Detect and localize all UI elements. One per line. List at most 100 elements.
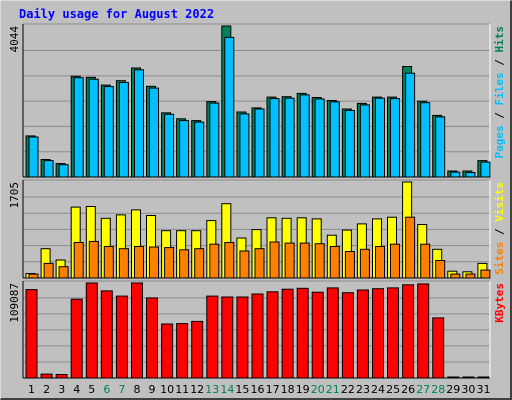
kbytes-bar-day-30 xyxy=(462,376,475,379)
sites-bar-day-17 xyxy=(269,241,280,279)
middle-legend: Sites / Visits xyxy=(493,182,506,275)
kbytes-bar-day-20 xyxy=(311,291,324,379)
kbytes-bar-day-12 xyxy=(191,320,204,379)
kbytes-bar-day-29 xyxy=(447,376,460,379)
files-bar-day-3 xyxy=(58,164,69,178)
files-bar-day-15 xyxy=(239,113,250,178)
kbytes-bar-day-25 xyxy=(387,287,399,379)
legend-text: Hits xyxy=(493,26,506,53)
legend-text: / xyxy=(493,106,506,126)
bottom-legend: KBytes xyxy=(493,283,506,323)
x-label-day-15: 15 xyxy=(235,383,249,396)
files-bar-day-13 xyxy=(209,102,220,178)
kbytes-bar-day-17 xyxy=(266,291,279,379)
files-bar-day-30 xyxy=(465,172,476,178)
sites-bar-day-26 xyxy=(405,216,416,279)
kbytes-bar-day-8 xyxy=(131,282,143,379)
kbytes-bar-day-15 xyxy=(236,296,249,379)
x-label-day-19: 19 xyxy=(296,383,310,396)
files-bar-day-9 xyxy=(149,87,159,178)
legend-text: Files xyxy=(493,72,506,105)
middle-max-label: 1705 xyxy=(8,182,21,209)
kbytes-bar-day-10 xyxy=(161,323,174,379)
x-label-day-27: 27 xyxy=(416,383,430,396)
files-bar-day-14 xyxy=(224,36,235,178)
files-bar-day-11 xyxy=(179,120,190,178)
kbytes-bar-day-3 xyxy=(55,374,68,379)
sites-bar-day-5 xyxy=(88,240,99,279)
x-label-day-7: 7 xyxy=(118,383,125,396)
files-bar-day-28 xyxy=(435,116,446,178)
kbytes-bar-day-26 xyxy=(402,284,415,379)
sites-bar-day-27 xyxy=(420,243,431,279)
sites-bar-day-29 xyxy=(450,273,461,279)
files-bar-day-6 xyxy=(103,86,114,178)
kbytes-bar-day-31 xyxy=(477,376,490,379)
kbytes-bar-day-16 xyxy=(251,293,264,379)
legend-text: / xyxy=(493,222,506,242)
kbytes-bar-day-19 xyxy=(296,287,309,379)
x-label-day-14: 14 xyxy=(220,383,234,396)
chart-title: Daily usage for August 2022 xyxy=(19,7,215,21)
kbytes-bar-day-9 xyxy=(146,297,158,379)
files-bar-day-1 xyxy=(28,136,39,178)
middle-panel: 1705 Sites / Visits xyxy=(8,179,506,279)
sites-bar-day-28 xyxy=(435,260,446,279)
x-label-day-29: 29 xyxy=(446,383,460,396)
legend-text: Pages xyxy=(493,125,506,158)
x-label-day-22: 22 xyxy=(341,383,355,396)
legend-text: Sites xyxy=(493,242,506,275)
sites-bar-day-1 xyxy=(28,273,39,279)
kbytes-bar-day-22 xyxy=(341,292,354,379)
sites-bar-day-8 xyxy=(134,246,144,279)
files-bar-day-4 xyxy=(73,77,84,178)
sites-bar-day-11 xyxy=(179,249,190,279)
sites-bar-day-13 xyxy=(209,243,220,279)
sites-bar-day-24 xyxy=(375,246,385,279)
x-label-day-13: 13 xyxy=(205,383,219,396)
files-bar-day-23 xyxy=(359,104,370,178)
bottom-max-label: 109087 xyxy=(8,283,21,323)
sites-bar-day-19 xyxy=(299,242,310,279)
files-bar-day-26 xyxy=(405,72,416,178)
files-bar-day-20 xyxy=(314,98,325,178)
sites-bar-day-21 xyxy=(329,246,340,279)
kbytes-bar-day-24 xyxy=(372,288,384,379)
x-label-day-17: 17 xyxy=(266,383,280,396)
files-bar-day-18 xyxy=(284,97,295,178)
files-bar-day-22 xyxy=(344,110,355,178)
x-axis-labels: 1 2 3 4 5 6 7 8 9 10 11 12 13 14 15 16 17 18 19 20 21 22 23 24 2… xyxy=(28,383,491,396)
sites-bar-day-6 xyxy=(103,246,114,279)
top-panel: 4044 Pages / Files / Hits xyxy=(8,23,506,178)
legend-text: KBytes xyxy=(493,283,506,323)
files-bar-day-17 xyxy=(269,98,280,178)
files-bar-day-29 xyxy=(450,171,461,178)
files-bar-day-12 xyxy=(194,121,205,178)
sites-bar-day-15 xyxy=(239,250,250,279)
kbytes-bar-day-4 xyxy=(70,298,83,379)
kbytes-bar-day-23 xyxy=(356,289,369,379)
sites-bar-day-4 xyxy=(73,242,84,279)
legend-text: Visits xyxy=(493,182,506,222)
sites-bar-day-18 xyxy=(284,242,295,279)
files-bar-day-21 xyxy=(329,101,340,178)
x-label-day-8: 8 xyxy=(134,383,141,396)
sites-bar-day-2 xyxy=(43,262,54,279)
x-label-day-2: 2 xyxy=(43,383,50,396)
sites-bar-day-9 xyxy=(149,246,159,279)
sites-bar-day-22 xyxy=(344,251,355,279)
kbytes-bar-day-14 xyxy=(221,296,234,379)
files-bar-day-10 xyxy=(164,113,175,178)
kbytes-bar-day-21 xyxy=(326,287,339,379)
sites-bar-day-31 xyxy=(480,269,491,279)
sites-bar-day-14 xyxy=(224,242,235,279)
x-label-day-20: 20 xyxy=(311,383,325,396)
kbytes-bar-day-2 xyxy=(40,373,53,379)
x-label-day-31: 31 xyxy=(477,383,491,396)
kbytes-bar-day-7 xyxy=(115,295,128,379)
files-bar-day-16 xyxy=(254,108,265,178)
x-label-day-24: 24 xyxy=(371,383,385,396)
files-bar-day-5 xyxy=(88,78,99,178)
sites-bar-day-20 xyxy=(314,243,325,279)
